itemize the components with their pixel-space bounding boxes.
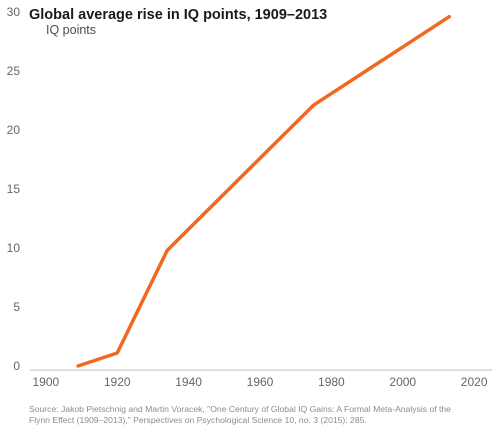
x-tick-label-2000: 2000 <box>389 375 416 389</box>
source-line-1: Source: Jakob Pietschnig and Martin Vora… <box>29 404 451 414</box>
x-tick-label-1900: 1900 <box>32 375 59 389</box>
series-group <box>76 14 451 368</box>
x-tick-label-1960: 1960 <box>247 375 274 389</box>
x-tick-label-1980: 1980 <box>318 375 345 389</box>
y-tick-label-0: 0 <box>13 359 20 373</box>
x-tick-label-2020: 2020 <box>461 375 488 389</box>
y-tick-label-15: 15 <box>7 182 21 196</box>
x-tick-label-1920: 1920 <box>104 375 131 389</box>
chart-subtitle: IQ points <box>46 23 96 37</box>
y-axis-ticks: 0 5 10 15 20 25 30 <box>7 5 21 373</box>
x-axis-ticks: 1900 1920 1940 1960 1980 2000 2020 <box>32 375 487 389</box>
y-tick-label-10: 10 <box>7 241 21 255</box>
y-tick-label-30: 30 <box>7 5 21 19</box>
x-tick-label-1940: 1940 <box>175 375 202 389</box>
y-tick-label-25: 25 <box>7 64 21 78</box>
chart-title: Global average rise in IQ points, 1909–2… <box>29 7 327 23</box>
y-tick-label-20: 20 <box>7 123 21 137</box>
y-tick-label-5: 5 <box>13 300 20 314</box>
source-line-2: Flynn Effect (1909–2013)," Perspectives … <box>29 415 367 425</box>
series-line-0 <box>76 14 451 368</box>
